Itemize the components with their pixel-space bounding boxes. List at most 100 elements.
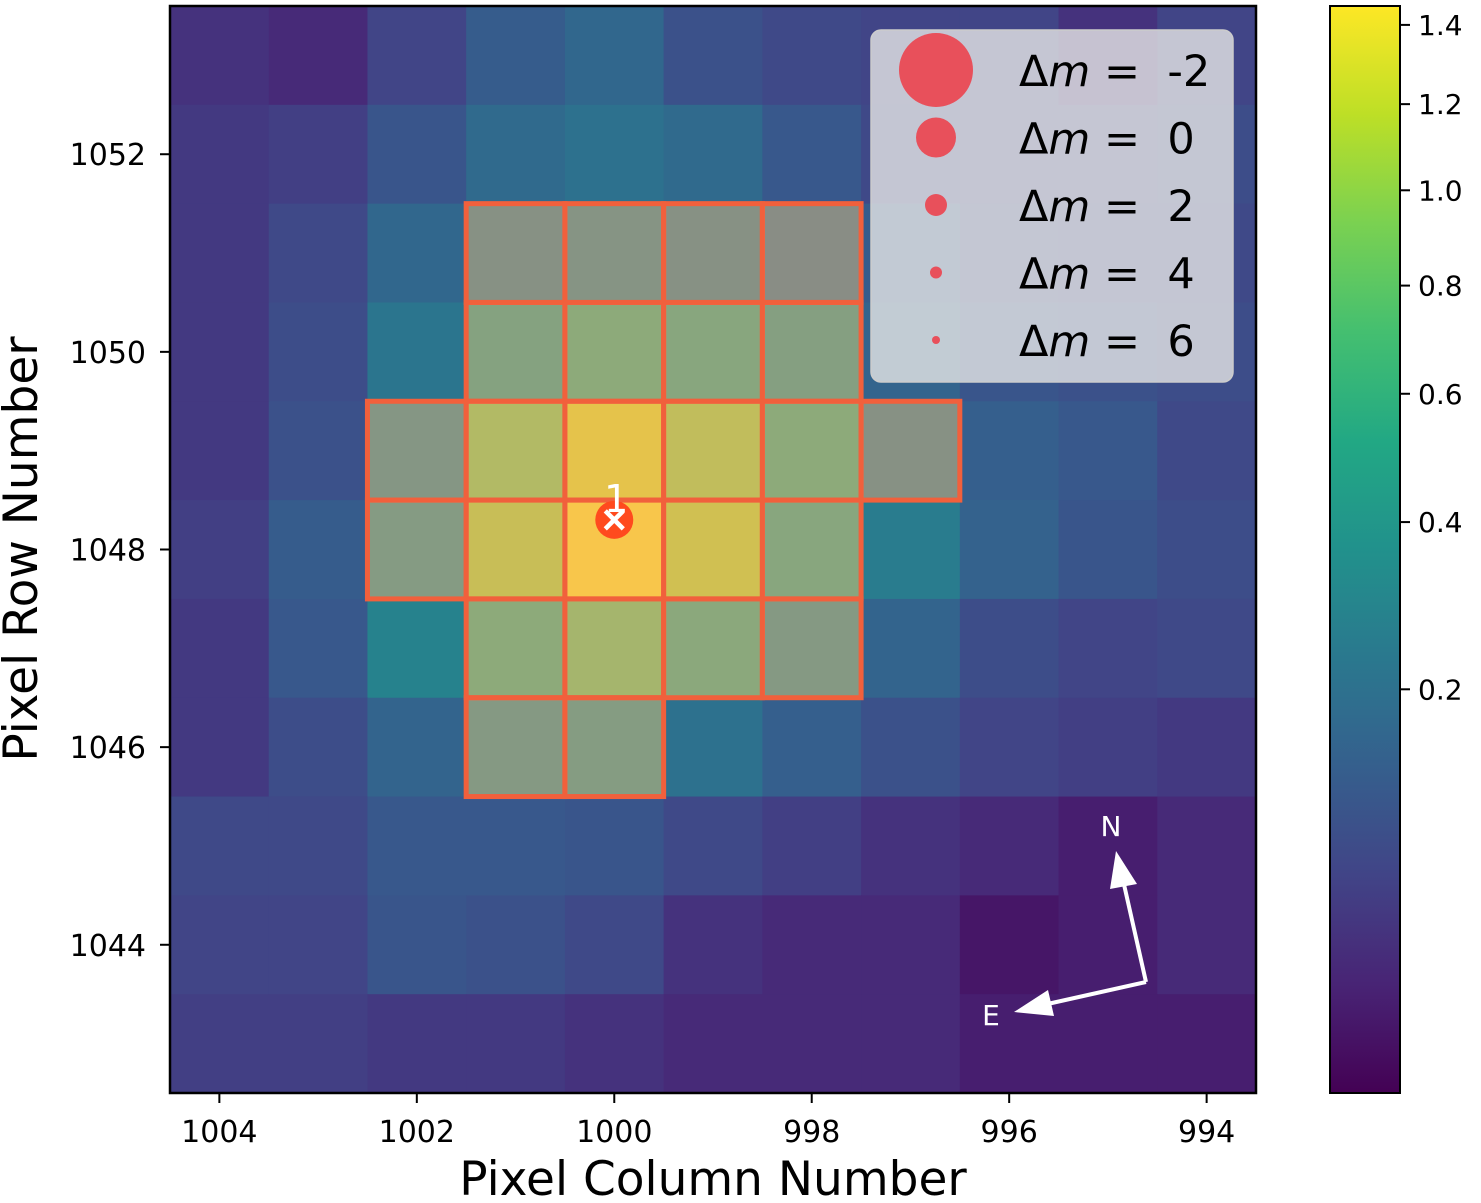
pixel-cell xyxy=(170,104,270,205)
pixel-cell xyxy=(762,796,862,896)
aperture-pixel xyxy=(759,497,864,602)
legend-marker xyxy=(932,336,940,344)
pixel-cell xyxy=(762,994,862,1093)
pixel-cell xyxy=(1058,895,1158,995)
pixel-cell xyxy=(268,895,369,995)
aperture-pixel xyxy=(661,201,765,305)
pixel-cell xyxy=(861,697,961,798)
pixel-cell xyxy=(861,994,961,1093)
x-tick-label: 996 xyxy=(981,1115,1038,1150)
pixel-cell xyxy=(367,302,467,402)
pixel-cell xyxy=(367,401,467,501)
pixel-cell xyxy=(663,401,763,501)
east-label: E xyxy=(982,999,1000,1032)
aperture-pixel xyxy=(562,596,667,701)
pixel-cell xyxy=(762,6,862,106)
pixel-cell xyxy=(959,401,1060,501)
legend-label: Δm = 2 xyxy=(1019,182,1195,232)
aperture-pixel xyxy=(562,201,667,305)
pixel-cell xyxy=(466,401,566,501)
pixel-cell xyxy=(268,697,369,798)
pixel-cell xyxy=(959,895,1060,995)
pixel-cell xyxy=(861,598,961,699)
pixel-cell xyxy=(466,994,566,1093)
legend-frame xyxy=(870,29,1234,383)
pixel-cell xyxy=(367,994,467,1093)
target-cross xyxy=(603,509,625,531)
pixel-cell xyxy=(861,500,961,600)
pixel-cell xyxy=(564,895,665,995)
pixel-cell xyxy=(762,302,862,402)
pixel-cell xyxy=(170,994,270,1093)
y-tick-label: 1044 xyxy=(70,929,146,964)
pixel-cell xyxy=(663,6,763,106)
colorbar-tick-label: 0.4 xyxy=(1418,506,1463,539)
pixel-cell xyxy=(663,994,763,1093)
aperture-pixel xyxy=(463,398,568,503)
compass-rose: NE xyxy=(982,810,1148,1032)
pixel-cell xyxy=(268,401,369,501)
colorbar-tick-label: 0.8 xyxy=(1418,270,1463,303)
aperture-mask xyxy=(364,201,963,800)
aperture-pixel xyxy=(463,201,568,305)
pixel-cell xyxy=(861,401,961,501)
pixel-cell xyxy=(466,895,566,995)
pixel-cell xyxy=(268,203,369,304)
pixel-cell xyxy=(564,697,665,798)
pixel-cell xyxy=(959,500,1060,600)
legend-label: Δm = 0 xyxy=(1019,115,1195,165)
colorbar-gradient xyxy=(1329,5,1401,1094)
legend-label: Δm = 6 xyxy=(1019,317,1195,367)
pixel-cell xyxy=(170,6,270,106)
pixel-cell xyxy=(268,302,369,402)
pixel-cell xyxy=(1157,994,1256,1093)
pixel-cell xyxy=(564,994,665,1093)
pixel-cell xyxy=(564,401,665,501)
aperture-pixel xyxy=(661,497,765,602)
y-tick-label: 1050 xyxy=(70,336,146,371)
y-axis-label: Pixel Row Number xyxy=(0,336,49,762)
pixel-cell xyxy=(466,796,566,896)
pixel-cell xyxy=(170,203,270,304)
pixel-cell xyxy=(170,697,270,798)
pixel-cell xyxy=(762,895,862,995)
pixel-cell xyxy=(268,598,369,699)
aperture-pixel xyxy=(463,299,568,404)
pixel-cell xyxy=(762,500,862,600)
pixel-cell xyxy=(466,203,566,304)
pixel-cell xyxy=(564,203,665,304)
pixel-cell xyxy=(861,895,961,995)
pixel-cell xyxy=(1157,895,1256,995)
y-tick-label: 1048 xyxy=(70,534,146,569)
north-arrow-head xyxy=(1110,851,1137,889)
legend-marker xyxy=(916,117,956,158)
pixel-cell xyxy=(1058,500,1158,600)
north-arrow-shaft xyxy=(1121,879,1148,983)
colorbar-tick-label: 0.2 xyxy=(1418,673,1463,706)
colorbar-tick-label: 0.6 xyxy=(1418,378,1463,411)
pixel-cell xyxy=(367,500,467,600)
pixel-cell xyxy=(466,500,566,600)
pixel-cell xyxy=(762,104,862,205)
target-label: 1 xyxy=(604,477,628,521)
pixel-cell xyxy=(367,598,467,699)
pixel-cell xyxy=(762,203,862,304)
pixel-cell xyxy=(466,697,566,798)
pixel-cell xyxy=(1058,401,1158,501)
y-tick-label: 1046 xyxy=(70,731,146,766)
pixel-cell xyxy=(663,598,763,699)
pixel-cell xyxy=(367,203,467,304)
pixel-cell xyxy=(367,796,467,896)
pixel-cell xyxy=(268,500,369,600)
aperture-pixel xyxy=(858,398,963,503)
legend-label: Δm = -2 xyxy=(1019,47,1210,97)
pixel-cell xyxy=(663,796,763,896)
x-tick-label: 994 xyxy=(1178,1115,1235,1150)
aperture-pixel xyxy=(759,201,864,305)
pixel-cell xyxy=(959,697,1060,798)
aperture-pixel xyxy=(463,497,568,602)
legend-marker xyxy=(925,194,947,216)
pixel-cell xyxy=(762,598,862,699)
pixel-cell xyxy=(268,104,369,205)
